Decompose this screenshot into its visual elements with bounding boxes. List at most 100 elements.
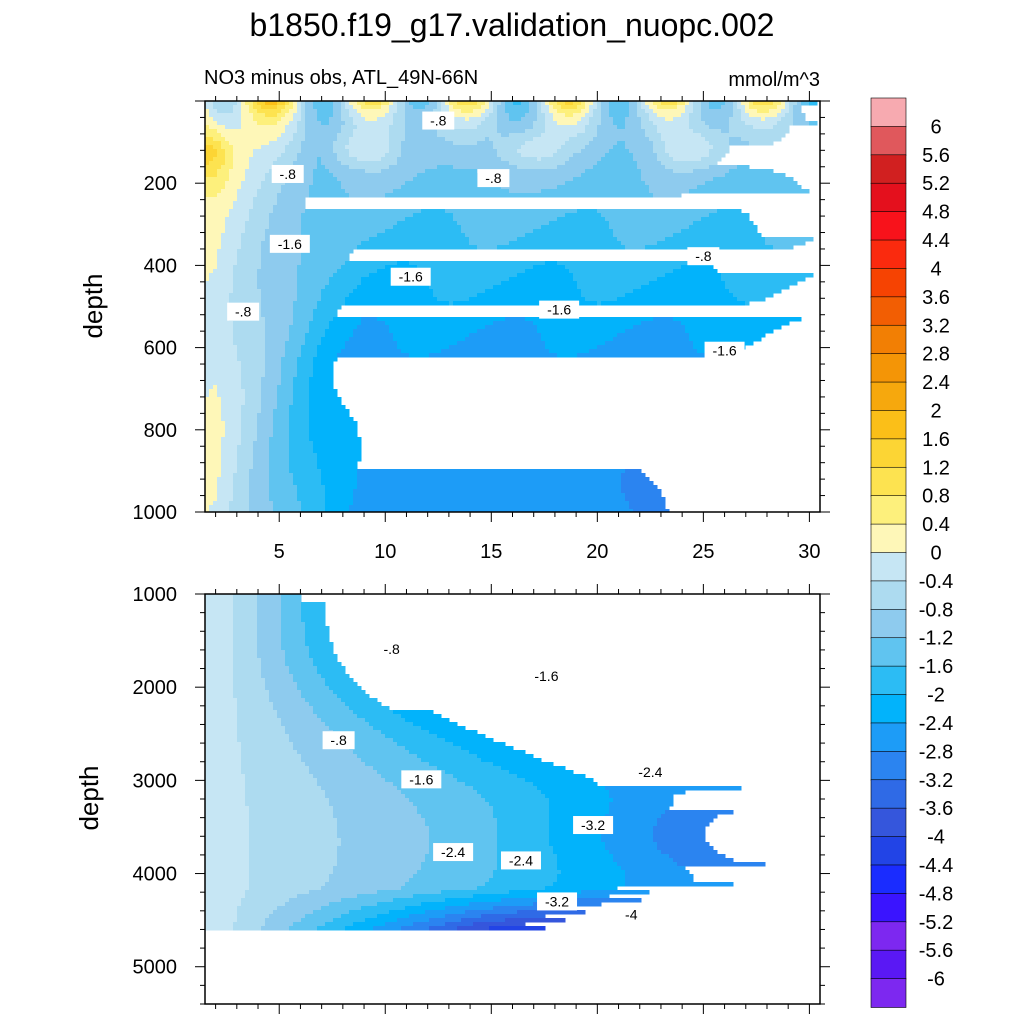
contour-fill-cell [205,405,222,410]
contour-fill-cell [237,914,270,919]
contour-fill-cell [265,341,286,346]
contour-fill-cell [293,385,310,390]
contour-fill-cell [261,145,286,150]
contour-fill-cell [609,149,630,154]
contour-fill-cell [205,177,230,182]
contour-fill-cell [545,113,554,118]
contour-fill-cell [349,193,386,198]
contour-fill-cell [249,493,270,498]
contour-fill-cell [673,157,702,162]
contour-fill-cell [273,509,302,513]
contour-fill-cell [249,165,274,170]
contour-fill-cell [677,101,686,106]
contour-fill-cell [277,105,286,110]
contour-fill-cell [309,397,342,402]
contour-fill-cell [665,273,722,278]
contour-fill-cell [205,473,222,478]
contour-fill-cell [777,121,794,126]
contour-fill-cell [645,181,706,186]
contour-fill-cell [349,137,390,142]
contour-label-text: -1.6 [278,236,302,252]
contour-fill-cell [213,269,234,274]
contour-fill-cell [357,125,390,130]
contour-fill-cell [729,121,746,126]
contour-fill-cell [317,301,346,306]
contour-fill-cell [205,293,230,298]
contour-fill-cell [589,141,618,146]
contour-fill-cell [257,193,278,198]
contour-fill-cell [269,445,290,450]
contour-fill-cell [533,229,614,234]
contour-fill-cell [745,301,750,306]
contour-fill-cell [537,325,634,330]
contour-fill-cell [493,870,562,875]
contour-fill-cell [237,257,262,262]
contour-fill-cell [241,409,262,414]
contour-fill-cell [285,129,298,134]
contour-fill-cell [249,105,254,110]
contour-fill-cell [205,205,234,210]
contour-fill-cell [309,409,350,414]
contour-fill-cell [265,329,290,334]
contour-fill-cell [289,469,322,474]
contour-fill-cell [489,113,498,118]
colorbar-label: 2.4 [922,372,950,394]
contour-fill-cell [205,209,230,214]
contour-fill-cell [469,117,486,122]
contour-fill-cell [617,141,626,146]
contour-fill-cell [673,858,734,863]
contour-fill-cell [233,477,250,482]
contour-fill-cell [321,121,330,126]
contour-fill-cell [205,786,246,791]
contour-fill-cell [241,417,258,422]
contour-fill-cell [241,361,266,366]
contour-fill-cell [641,101,646,106]
contour-fill-cell [393,189,510,194]
contour-fill-cell [401,714,442,719]
contour-fill-cell [417,173,490,178]
contour-fill-cell [205,509,210,513]
contour-fill-cell [625,117,642,122]
contour-fill-cell [205,141,222,146]
contour-fill-cell [609,105,630,110]
contour-fill-cell [233,489,250,494]
contour-fill-cell [241,245,262,250]
contour-fill-cell [257,121,278,126]
contour-fill-cell [205,926,234,931]
contour-fill-cell [765,241,806,246]
contour-fill-cell [585,125,598,130]
contour-fill-cell [205,654,234,659]
contour-fill-cell [365,718,406,723]
contour-fill-cell [649,113,658,118]
contour-fill-cell [609,113,630,118]
contour-fill-cell [485,117,498,122]
contour-fill-cell [205,642,234,647]
contour-fill-cell [257,413,274,418]
contour-fill-cell [397,341,458,346]
contour-fill-cell [609,810,666,815]
contour-fill-cell [301,257,350,262]
contour-fill-cell [565,113,574,118]
contour-fill-cell [297,101,302,106]
contour-fill-cell [493,141,526,146]
contour-fill-cell [341,181,406,186]
contour-fill-cell [581,149,610,154]
contour-fill-cell [205,269,214,274]
contour-fill-cell [693,129,722,134]
contour-fill-cell [641,169,674,174]
contour-fill-cell [573,898,642,903]
contour-fill-cell [641,105,650,110]
contour-fill-cell [257,269,298,274]
contour-fill-cell [273,161,294,166]
contour-fill-cell [521,101,530,106]
contour-fill-cell [641,177,714,182]
contour-fill-cell [297,289,322,294]
contour-fill-cell [709,153,726,158]
contour-fill-cell [245,774,314,779]
contour-fill-cell [301,113,306,118]
contour-fill-cell [445,914,482,919]
contour-fill-cell [449,101,458,106]
contour-fill-cell [317,113,334,118]
contour-fill-cell [441,109,450,114]
